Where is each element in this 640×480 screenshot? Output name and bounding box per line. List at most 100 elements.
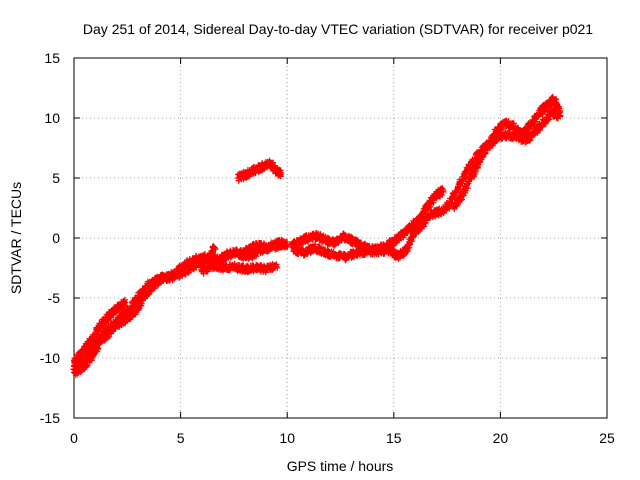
series-arc-5	[236, 236, 287, 259]
data-point	[343, 254, 350, 261]
x-tick-label: 10	[279, 430, 295, 446]
x-tick-label: 25	[599, 430, 615, 446]
y-tick-label: 0	[52, 230, 60, 246]
data-point	[122, 299, 129, 306]
data-point	[273, 261, 280, 268]
data-point	[540, 119, 547, 126]
data-point	[230, 263, 237, 270]
data-point	[81, 357, 88, 364]
data-point	[354, 249, 361, 256]
series-arc-6	[235, 157, 284, 184]
data-markers	[451, 93, 563, 212]
data-point	[450, 203, 457, 210]
data-point	[117, 314, 124, 321]
data-point	[260, 163, 267, 169]
data-point	[505, 131, 512, 138]
data-point	[71, 363, 77, 370]
data-point	[429, 211, 436, 217]
data-point	[531, 129, 538, 136]
data-point	[290, 247, 297, 253]
y-tick-label: 10	[44, 110, 60, 126]
data-point	[476, 158, 483, 165]
data-point	[433, 191, 440, 198]
data-point	[115, 304, 122, 311]
data-point	[262, 244, 269, 251]
data-point	[510, 123, 517, 130]
series-arc-9	[450, 93, 564, 212]
data-point	[296, 238, 303, 245]
data-point	[171, 271, 178, 277]
data-point	[527, 122, 534, 129]
data-layer	[70, 93, 564, 379]
data-point	[375, 248, 382, 255]
data-point	[252, 265, 259, 271]
data-point	[501, 119, 508, 126]
x-tick-label: 20	[493, 430, 509, 446]
y-tick-label: 5	[52, 170, 60, 186]
data-point	[252, 166, 259, 173]
data-point	[237, 250, 244, 257]
x-tick-label: 5	[177, 430, 185, 446]
data-point	[454, 184, 461, 191]
data-point	[322, 237, 329, 244]
data-point	[233, 249, 240, 256]
data-point	[181, 261, 188, 268]
data-markers	[198, 259, 281, 277]
y-tick-label: -10	[40, 350, 60, 366]
data-point	[96, 323, 103, 330]
data-point	[305, 235, 312, 241]
data-point	[203, 254, 210, 261]
y-tick-label: -15	[40, 410, 60, 426]
data-point	[348, 237, 355, 244]
tick-layer: 0 5 10 15 20 25 -15 -10 -5 0 5 10 15	[40, 50, 615, 446]
data-point	[134, 295, 141, 301]
data-point	[437, 208, 444, 215]
data-point	[535, 110, 542, 117]
data-point	[160, 274, 167, 281]
data-point	[301, 249, 308, 256]
data-point	[333, 251, 340, 258]
data-point	[254, 242, 261, 249]
data-point	[356, 242, 363, 249]
data-point	[493, 129, 500, 136]
data-point	[92, 343, 99, 349]
data-point	[279, 239, 286, 246]
data-point	[277, 170, 284, 177]
data-point	[424, 202, 431, 209]
data-point	[522, 136, 529, 143]
data-point	[420, 220, 427, 227]
data-point	[71, 369, 77, 376]
data-point	[484, 143, 491, 150]
data-point	[550, 97, 557, 103]
data-point	[271, 241, 278, 247]
data-point	[544, 101, 551, 108]
data-point	[102, 316, 109, 323]
series-arc-2	[70, 243, 219, 379]
data-point	[314, 232, 321, 239]
data-point	[267, 160, 274, 167]
data-point	[224, 251, 231, 258]
data-point	[198, 268, 205, 275]
data-point	[209, 262, 216, 269]
data-point	[399, 231, 406, 238]
data-point	[467, 175, 474, 181]
data-point	[339, 233, 346, 240]
data-point	[262, 266, 269, 273]
data-point	[143, 283, 150, 289]
data-point	[311, 244, 318, 251]
x-axis-label: GPS time / hours	[287, 458, 394, 474]
data-point	[390, 238, 397, 245]
data-point	[407, 224, 414, 231]
data-point	[412, 229, 419, 235]
data-point	[518, 131, 525, 138]
data-point	[557, 107, 564, 114]
data-point	[463, 169, 470, 175]
x-tick-label: 15	[386, 430, 402, 446]
series-arc-4	[198, 259, 281, 277]
data-point	[235, 175, 242, 181]
chart-title: Day 251 of 2014, Sidereal Day-to-day VTE…	[83, 21, 593, 37]
data-point	[211, 244, 218, 251]
data-point	[192, 256, 199, 263]
data-point	[109, 309, 116, 316]
data-point	[241, 266, 248, 273]
